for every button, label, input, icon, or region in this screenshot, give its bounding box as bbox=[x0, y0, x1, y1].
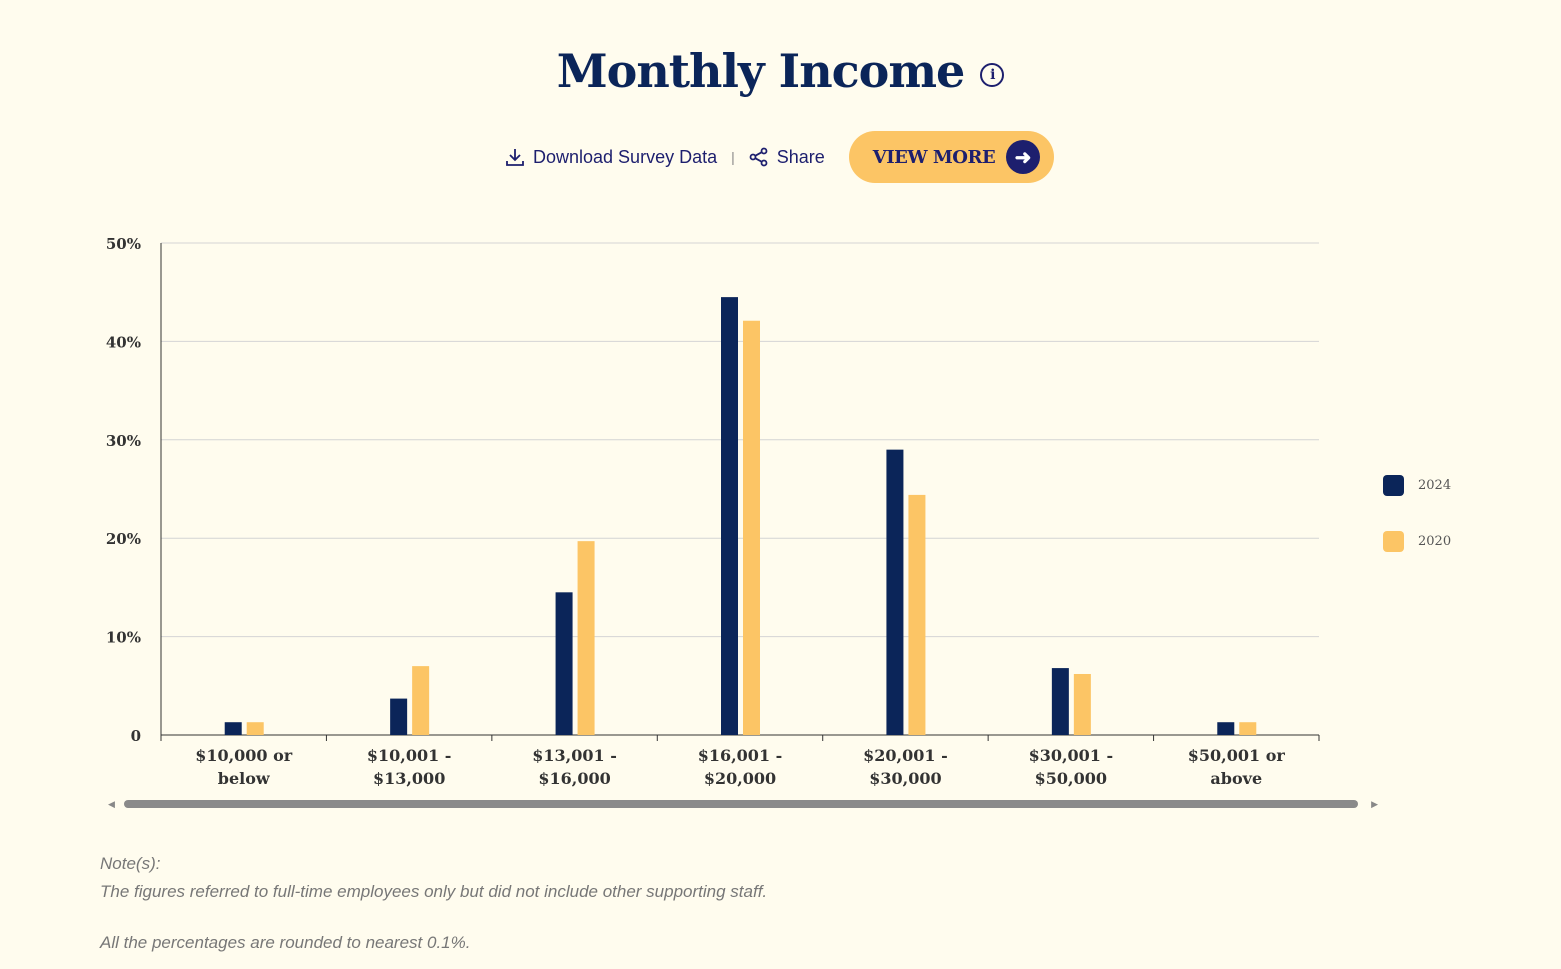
y-tick-label: 10% bbox=[106, 629, 141, 647]
bar-2024 bbox=[886, 449, 904, 735]
y-tick-label: 30% bbox=[106, 432, 141, 450]
x-tick-label: $10,001 - bbox=[367, 746, 452, 765]
page-title: Monthly Income i bbox=[0, 44, 1561, 98]
bar-2020 bbox=[1239, 722, 1257, 735]
x-tick-label: $10,000 or bbox=[195, 746, 293, 765]
bar-2020 bbox=[246, 722, 264, 735]
x-tick-label: $16,000 bbox=[538, 769, 610, 788]
bar-2020 bbox=[908, 494, 926, 735]
bar-2024 bbox=[224, 722, 242, 735]
y-tick-label: 40% bbox=[106, 333, 141, 351]
y-tick-label: 20% bbox=[106, 530, 141, 548]
legend-label: 2020 bbox=[1418, 534, 1452, 549]
x-tick-label: $20,001 - bbox=[863, 746, 948, 765]
view-more-label: VIEW MORE bbox=[872, 146, 996, 168]
legend-swatch bbox=[1383, 531, 1404, 552]
y-tick-label: 50% bbox=[106, 235, 141, 253]
scrollbar-thumb[interactable] bbox=[124, 800, 1358, 808]
note-line: All the percentages are rounded to neare… bbox=[100, 933, 471, 952]
x-tick-label: $13,000 bbox=[373, 769, 445, 788]
x-tick-label: above bbox=[1210, 769, 1262, 788]
legend-item-2020[interactable]: 2020 bbox=[1383, 531, 1451, 552]
title-text: Monthly Income bbox=[556, 44, 966, 98]
bar-2024 bbox=[1051, 668, 1069, 735]
notes: Note(s): The figures referred to full-ti… bbox=[100, 850, 767, 957]
info-icon[interactable]: i bbox=[980, 63, 1005, 87]
x-tick-label: $20,000 bbox=[704, 769, 776, 788]
share-label: Share bbox=[776, 146, 825, 167]
separator: | bbox=[731, 149, 735, 165]
note-line: The figures referred to full-time employ… bbox=[100, 882, 768, 901]
bar-2020 bbox=[1073, 673, 1091, 735]
arrow-right-icon: ➜ bbox=[1005, 140, 1040, 174]
scroll-right-icon[interactable]: ▶ bbox=[1371, 799, 1378, 809]
bar-2024 bbox=[1217, 722, 1235, 735]
x-tick-label: below bbox=[218, 769, 271, 788]
notes-heading: Note(s): bbox=[100, 854, 161, 873]
download-survey-data-link[interactable]: Download Survey Data bbox=[505, 147, 717, 168]
share-icon bbox=[749, 147, 768, 167]
x-tick-label: $50,001 or bbox=[1188, 746, 1286, 765]
x-tick-label: $30,001 - bbox=[1029, 746, 1114, 765]
bar-2024 bbox=[390, 698, 408, 735]
share-link[interactable]: Share bbox=[749, 147, 825, 168]
bar-2020 bbox=[743, 320, 760, 735]
legend-swatch bbox=[1383, 475, 1404, 496]
action-bar: Download Survey Data | Share VIEW MORE ➜ bbox=[505, 131, 1054, 183]
bar-2020 bbox=[412, 666, 430, 735]
y-tick-label: 0 bbox=[131, 727, 141, 745]
download-icon bbox=[506, 149, 524, 166]
bar-2024 bbox=[721, 297, 738, 735]
x-tick-label: $30,000 bbox=[869, 769, 941, 788]
x-tick-label: $13,001 - bbox=[532, 746, 617, 765]
download-label: Download Survey Data bbox=[533, 146, 718, 167]
bar-2020 bbox=[577, 541, 595, 735]
view-more-button[interactable]: VIEW MORE ➜ bbox=[848, 131, 1054, 183]
x-tick-label: $50,000 bbox=[1035, 769, 1107, 788]
x-tick-label: $16,001 - bbox=[698, 746, 783, 765]
legend-label: 2024 bbox=[1418, 478, 1452, 493]
bar-2024 bbox=[555, 592, 573, 735]
scroll-left-icon[interactable]: ◀ bbox=[108, 799, 115, 809]
legend-item-2024[interactable]: 2024 bbox=[1383, 475, 1451, 496]
horizontal-scrollbar[interactable]: ◀ ▶ bbox=[108, 798, 1378, 810]
